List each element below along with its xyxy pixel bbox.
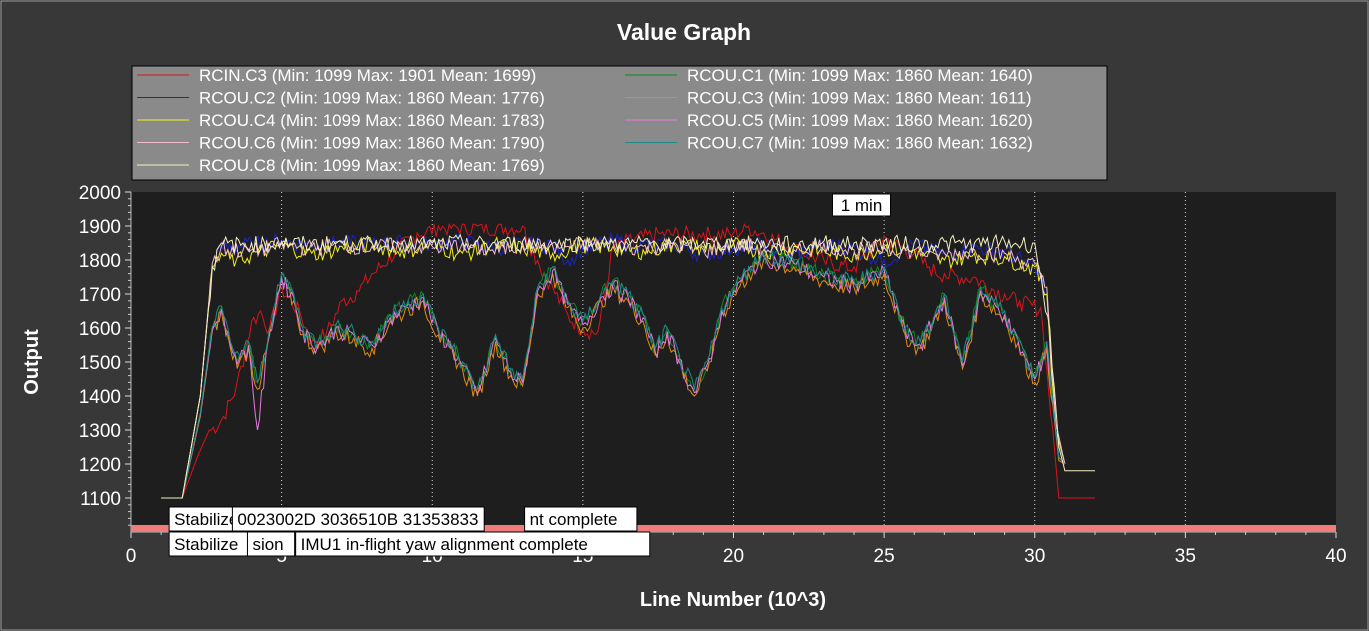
- annotation-text-0: Stabilize: [174, 510, 238, 529]
- legend-box: [131, 65, 1108, 181]
- legend-entry-5: RCOU.C4 (Min: 1099 Max: 1860 Mean: 1783): [199, 111, 545, 130]
- y-tick-label-1600: 1600: [79, 319, 121, 340]
- mode-band: [131, 525, 1336, 532]
- time-marker-box: [832, 193, 891, 217]
- series-line-2: [161, 247, 1066, 499]
- y-tick-label-1900: 1900: [79, 217, 121, 238]
- y-tick-label-2000: 2000: [79, 183, 121, 204]
- y-tick-label-1500: 1500: [79, 353, 121, 374]
- series-lines: [161, 222, 1095, 499]
- axes: 1100120013001400150016001700180019002000…: [79, 183, 1347, 567]
- y-tick-label-1400: 1400: [79, 387, 121, 408]
- y-tick-label-1100: 1100: [80, 489, 121, 510]
- annotation-text-4: sion: [252, 535, 283, 554]
- annotation-text-1: 0023002D 3036510B 31353833: [237, 510, 478, 529]
- annotation-box-2: [524, 506, 638, 532]
- x-tick-label-30: 30: [1024, 546, 1045, 567]
- y-tick-label-1300: 1300: [79, 421, 121, 442]
- y-tick-label-1700: 1700: [79, 285, 121, 306]
- x-tick-label-0: 0: [126, 546, 137, 567]
- annotation-text-3: Stabilize: [174, 535, 238, 554]
- annotation-box-4: [246, 531, 296, 557]
- chart-title: Value Graph: [617, 19, 751, 45]
- legend-entry-1: RCIN.C3 (Min: 1099 Max: 1901 Mean: 1699): [199, 66, 536, 85]
- time-marker-label: 1 min: [841, 196, 883, 215]
- legend-entry-6: RCOU.C5 (Min: 1099 Max: 1860 Mean: 1620): [687, 111, 1033, 130]
- annotation-text-5: IMU1 in-flight yaw alignment complete: [301, 535, 588, 554]
- legend-entry-4: RCOU.C3 (Min: 1099 Max: 1860 Mean: 1611): [687, 89, 1032, 108]
- annotation-text-2: nt complete: [530, 510, 618, 529]
- legend-entry-2: RCOU.C1 (Min: 1099 Max: 1860 Mean: 1640): [687, 66, 1033, 85]
- legend[interactable]: RCIN.C3 (Min: 1099 Max: 1901 Mean: 1699)…: [131, 65, 1108, 181]
- x-axis-label: Line Number (10^3): [640, 589, 826, 611]
- legend-entry-8: RCOU.C7 (Min: 1099 Max: 1860 Mean: 1632): [687, 134, 1033, 153]
- x-tick-label-40: 40: [1325, 546, 1346, 567]
- legend-entry-7: RCOU.C6 (Min: 1099 Max: 1860 Mean: 1790): [199, 134, 545, 153]
- y-tick-label-1800: 1800: [79, 251, 121, 272]
- y-axis-label: Output: [21, 329, 43, 395]
- legend-entry-9: RCOU.C8 (Min: 1099 Max: 1860 Mean: 1769): [199, 156, 545, 175]
- series-line-9: [161, 233, 1095, 499]
- series-line-8: [161, 249, 1066, 499]
- legend-entry-3: RCOU.C2 (Min: 1099 Max: 1860 Mean: 1776): [199, 89, 545, 108]
- x-tick-label-20: 20: [723, 546, 744, 567]
- y-tick-label-1200: 1200: [79, 455, 121, 476]
- annotation-box-1: [231, 506, 485, 532]
- x-tick-label-25: 25: [874, 546, 895, 567]
- annotation-box-5: [295, 531, 651, 557]
- series-line-1: [161, 222, 1095, 499]
- x-tick-label-35: 35: [1175, 546, 1196, 567]
